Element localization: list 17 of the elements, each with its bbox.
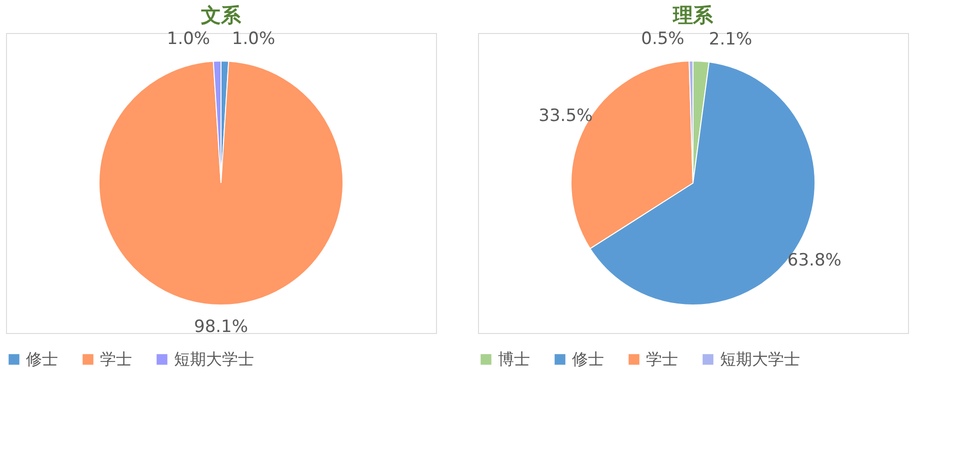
data-label: 1.0%	[166, 29, 210, 50]
legend-label: 修士	[572, 349, 604, 368]
legend-label: 博士	[498, 349, 530, 368]
pie-slice	[98, 60, 344, 306]
data-label: 33.5%	[538, 106, 593, 126]
legend-label: 学士	[100, 349, 132, 368]
data-label: 2.1%	[708, 29, 752, 50]
data-label: 0.5%	[641, 29, 684, 50]
legend-label: 短期大学士	[174, 349, 254, 368]
chart-title: 理系	[672, 3, 714, 28]
data-label: 1.0%	[232, 29, 276, 50]
chart-title: 文系	[200, 3, 242, 28]
data-label: 63.8%	[787, 250, 842, 270]
data-label: 98.1%	[194, 317, 248, 337]
legend-label: 修士	[26, 349, 58, 368]
legend-label: 学士	[646, 349, 678, 368]
legend-label: 短期大学士	[720, 349, 800, 368]
